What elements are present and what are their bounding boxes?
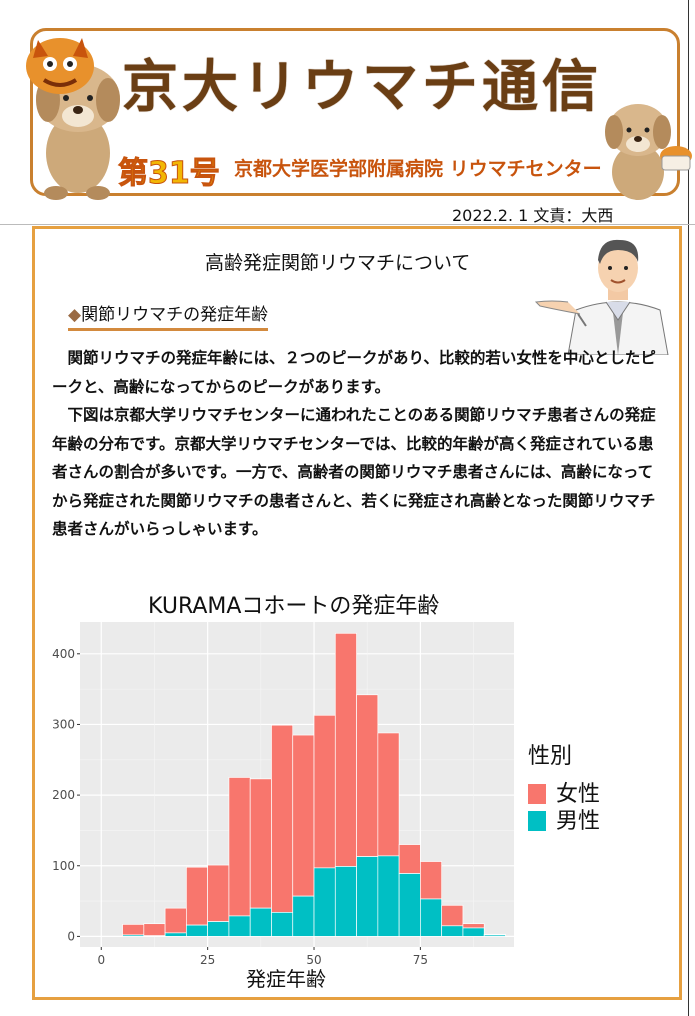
legend-swatch-male [528,811,546,831]
legend-swatch-female [528,784,546,804]
newsletter-header [30,28,680,196]
bar-female [398,844,421,874]
x-axis-label: 発症年齢 [246,967,326,991]
bar-female [356,694,379,857]
bar-male [462,927,485,937]
date-divider [0,202,695,225]
x-tick-label: 50 [306,953,321,967]
bar-male [228,915,251,937]
y-tick-label: 0 [67,929,75,943]
page-edge-rule [688,0,689,1016]
section-heading: ◆関節リウマチの発症年齢 [68,300,269,331]
article-frame [32,226,682,1000]
x-tick-label: 0 [97,953,105,967]
doctor-illustration [534,239,669,355]
bar-female [207,864,230,922]
y-tick-label: 300 [52,717,75,731]
article-paragraph: 下図は京都大学リウマチセンターに通われたことのある関節リウマチ患者さんの発症年齢… [52,406,656,538]
bar-male [420,898,443,937]
x-tick-label: 75 [413,953,428,967]
bar-female [462,923,485,929]
bar-female [313,714,336,869]
bar-male [122,934,145,937]
newsletter-title: 京大リウマチ通信 [122,55,602,120]
legend-item-male: 男性 [528,803,600,835]
bar-male [483,934,506,937]
bar-male [292,895,315,937]
y-tick-label: 400 [52,647,75,661]
bar-female [377,732,400,857]
bar-male [249,907,272,937]
bar-male [441,925,464,937]
bar-female [334,632,357,867]
article-paragraph: 関節リウマチの発症年齢には、２つのピークがあり、比較的若い女性を中心としたピーク… [52,349,656,396]
bar-female [271,724,294,913]
bar-female [122,924,145,936]
chart-title: KURAMAコホートの発症年齢 [148,594,440,619]
bar-male [143,935,166,937]
bar-male [377,855,400,937]
y-tick-label: 200 [52,788,75,802]
bar-male [356,856,379,937]
bar-male [186,924,208,937]
legend-title: 性別 [528,744,573,769]
dog-mascot-left-illustration [26,38,120,200]
legend-label-male: 男性 [556,809,601,834]
x-tick-label: 25 [200,953,215,967]
bar-female [441,904,464,927]
bar-female [292,734,315,897]
bar-male [313,867,336,937]
bar-male [271,912,294,937]
y-tick-label: 100 [52,859,75,873]
bar-male [164,932,187,937]
date-author: 2022.2. 1 文責：大西 [452,206,614,225]
bar-female [228,777,251,917]
article-title: 高齢発症関節リウマチについて [205,252,471,274]
bar-female [143,923,166,937]
section-heading-text: 関節リウマチの発症年齢 [81,305,269,325]
bar-female [420,861,443,900]
bar-male [398,873,421,937]
bar-female [186,866,208,926]
bar-male [207,921,230,937]
bar-male [334,866,357,937]
issue-number: 第31号 [118,156,221,192]
legend-label-female: 女性 [556,782,601,807]
legend-item-female: 女性 [528,776,600,808]
onset-age-histogram: 0 100 200 300 400 0 25 50 75 発症年齢 [52,622,514,991]
bar-female [164,907,187,934]
article-body: 関節リウマチの発症年齢には、２つのピークがあり、比較的若い女性を中心としたピーク… [52,344,664,544]
diamond-icon: ◆ [68,305,82,325]
hospital-name: 京都大学医学部附属病院 リウマチセンター [234,158,602,180]
dog-mascot-right-illustration [605,104,692,200]
bar-female [249,778,272,909]
